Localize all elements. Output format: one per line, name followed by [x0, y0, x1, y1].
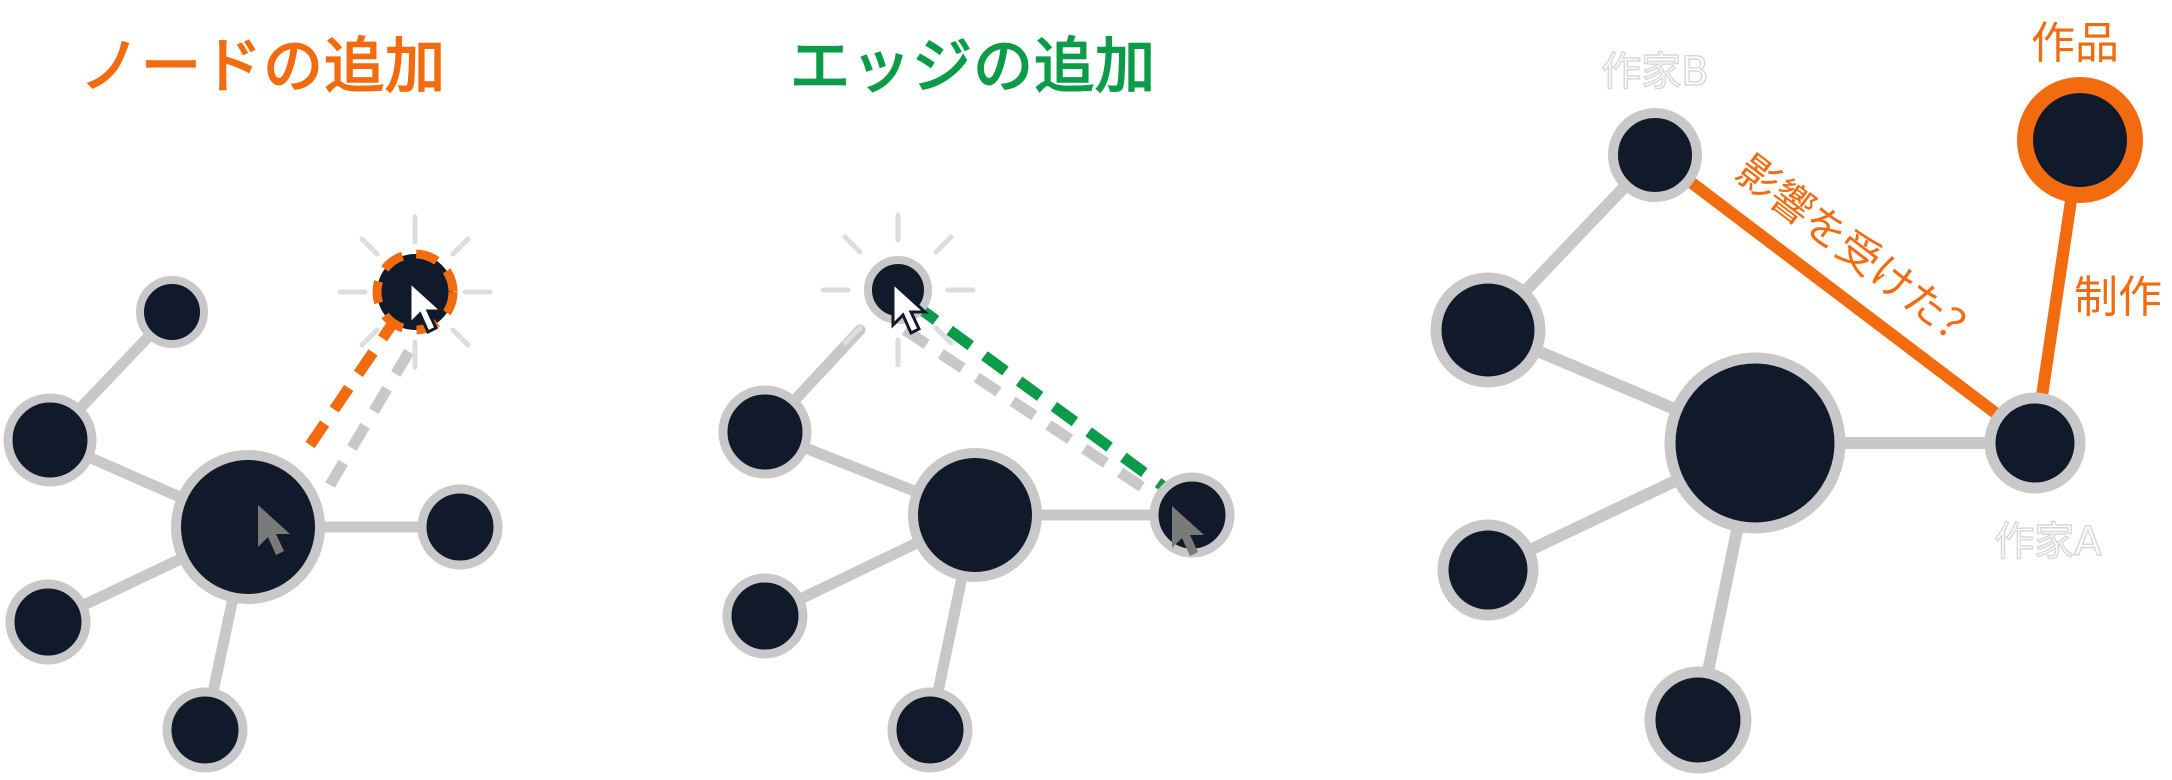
node: [1437, 519, 1539, 621]
new-edge-dashed-green: [911, 300, 1179, 500]
new-edge-dashed-gray: [325, 347, 415, 488]
edge-influenced: [1649, 149, 2041, 449]
panel3-nodes: [1430, 77, 2143, 774]
new-edge-dashed-orange: [305, 316, 400, 449]
node-author-a: [1984, 392, 2086, 494]
node: [162, 687, 248, 773]
node: [887, 687, 973, 773]
panel-add-node: [3, 217, 503, 773]
node: [417, 484, 503, 570]
node: [136, 276, 208, 348]
node: [1430, 272, 1546, 388]
add-node-title: ノードの追加: [80, 32, 446, 102]
node: [1644, 666, 1752, 774]
node-work: [2017, 77, 2143, 203]
label-author-a: 作家A: [1994, 519, 2102, 565]
node: [722, 573, 808, 659]
node: [718, 385, 812, 479]
label-author-b: 作家B: [1601, 49, 1708, 95]
panel1-nodes: [3, 276, 503, 773]
node: [3, 393, 97, 487]
node-hub: [171, 450, 325, 604]
label-work: 作品: [2031, 18, 2119, 69]
node-hub: [908, 448, 1042, 582]
node-hub: [1664, 352, 1846, 534]
add-edge-title: エッジの追加: [790, 32, 1156, 102]
node-author-b: [1608, 108, 1702, 202]
panel2-nodes: [718, 256, 1235, 773]
label-edge-created: 制作: [2074, 272, 2162, 323]
node: [5, 579, 91, 665]
panel-add-edge: [718, 215, 1235, 773]
label-edge-influenced: 影響を受けた？: [1727, 145, 1991, 362]
panel-knowledge-graph: 作品 作家B 作家A 制作 影響を受けた？: [1430, 18, 2162, 774]
new-edge-dashed-gray: [901, 325, 1184, 517]
